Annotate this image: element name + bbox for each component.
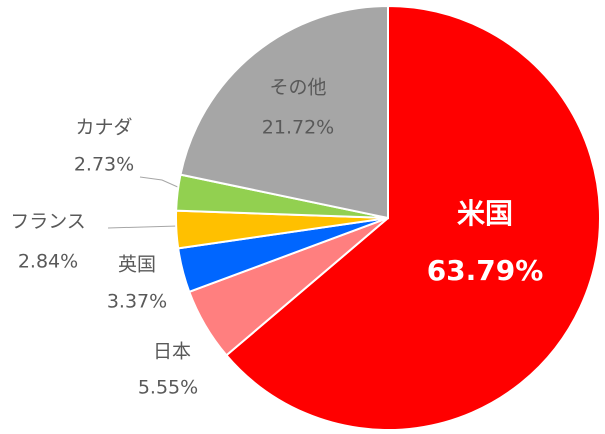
category-label: フランス	[10, 211, 86, 233]
pie-slice	[179, 4, 389, 220]
pie-slice	[225, 4, 601, 431]
leader-line	[139, 176, 181, 189]
category-label: 日本	[153, 341, 191, 363]
category-label: カナダ	[75, 117, 132, 139]
category-label: その他	[269, 77, 326, 99]
category-label: 英国	[118, 254, 156, 276]
value-label: 2.84%	[18, 251, 78, 273]
value-label: 3.37%	[107, 291, 167, 313]
value-label: 63.79%	[427, 254, 544, 287]
value-label: 21.72%	[262, 117, 334, 139]
value-label: 2.73%	[74, 154, 134, 176]
value-label: 5.55%	[138, 377, 198, 399]
category-label: 米国	[457, 197, 513, 230]
leader-line	[107, 225, 179, 229]
